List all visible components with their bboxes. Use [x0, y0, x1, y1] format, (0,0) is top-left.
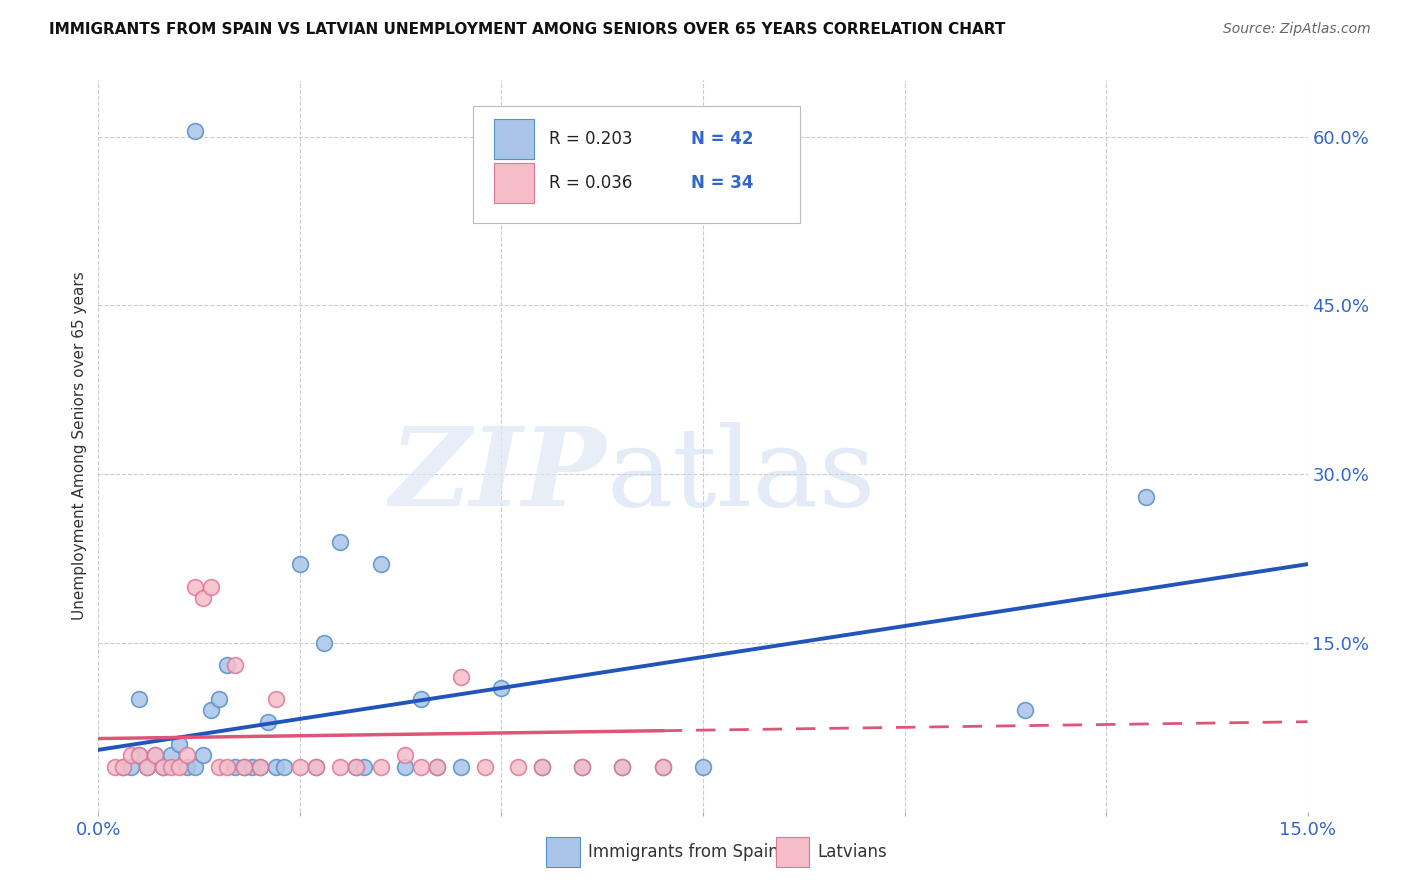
FancyBboxPatch shape: [494, 162, 534, 202]
Point: [217, 760, 239, 774]
Text: N = 34: N = 34: [690, 174, 754, 192]
Point: [370, 557, 392, 571]
Point: [314, 636, 336, 650]
Point: [184, 760, 207, 774]
Point: [612, 760, 634, 774]
Point: [394, 760, 416, 774]
Point: [288, 557, 311, 571]
Point: [111, 760, 134, 774]
Point: [506, 760, 529, 774]
Point: [264, 760, 287, 774]
Text: R = 0.203: R = 0.203: [550, 130, 633, 148]
Point: [217, 658, 239, 673]
Point: [200, 703, 222, 717]
Point: [1014, 703, 1036, 717]
Point: [249, 760, 271, 774]
Point: [474, 760, 496, 774]
Point: [120, 760, 142, 774]
Point: [305, 760, 328, 774]
Point: [305, 760, 328, 774]
Point: [176, 760, 198, 774]
Point: [232, 760, 254, 774]
Point: [160, 748, 183, 763]
Point: [184, 580, 207, 594]
Point: [288, 760, 311, 774]
Point: [232, 760, 254, 774]
FancyBboxPatch shape: [474, 106, 800, 223]
Point: [111, 760, 134, 774]
FancyBboxPatch shape: [494, 119, 534, 159]
Point: [193, 591, 215, 605]
Point: [530, 760, 553, 774]
Text: atlas: atlas: [606, 422, 876, 529]
Point: [240, 760, 263, 774]
Point: [224, 760, 246, 774]
Point: [143, 748, 166, 763]
Point: [651, 760, 673, 774]
Y-axis label: Unemployment Among Seniors over 65 years: Unemployment Among Seniors over 65 years: [72, 272, 87, 620]
Point: [353, 760, 375, 774]
FancyBboxPatch shape: [546, 838, 579, 867]
Point: [344, 760, 367, 774]
Point: [409, 692, 432, 706]
Text: R = 0.036: R = 0.036: [550, 174, 633, 192]
FancyBboxPatch shape: [776, 838, 810, 867]
Text: Source: ZipAtlas.com: Source: ZipAtlas.com: [1223, 22, 1371, 37]
Point: [651, 760, 673, 774]
Point: [256, 714, 278, 729]
Point: [264, 692, 287, 706]
Text: Immigrants from Spain: Immigrants from Spain: [588, 843, 779, 861]
Point: [128, 748, 150, 763]
Text: N = 42: N = 42: [690, 130, 754, 148]
Point: [143, 748, 166, 763]
Text: ZIP: ZIP: [389, 422, 606, 529]
Point: [200, 580, 222, 594]
Point: [167, 760, 190, 774]
Point: [426, 760, 449, 774]
Point: [571, 760, 593, 774]
Point: [135, 760, 157, 774]
Point: [128, 692, 150, 706]
Point: [612, 760, 634, 774]
Point: [370, 760, 392, 774]
Point: [273, 760, 295, 774]
Point: [224, 658, 246, 673]
Point: [571, 760, 593, 774]
Point: [426, 760, 449, 774]
Point: [152, 760, 174, 774]
Point: [167, 737, 190, 751]
Point: [329, 534, 352, 549]
Point: [160, 760, 183, 774]
Point: [692, 760, 714, 774]
Point: [249, 760, 271, 774]
Point: [329, 760, 352, 774]
Point: [409, 760, 432, 774]
Point: [176, 748, 198, 763]
Point: [491, 681, 513, 695]
Text: IMMIGRANTS FROM SPAIN VS LATVIAN UNEMPLOYMENT AMONG SENIORS OVER 65 YEARS CORREL: IMMIGRANTS FROM SPAIN VS LATVIAN UNEMPLO…: [49, 22, 1005, 37]
Point: [103, 760, 125, 774]
Point: [135, 760, 157, 774]
Point: [128, 748, 150, 763]
Point: [184, 124, 207, 138]
Point: [193, 748, 215, 763]
Point: [450, 760, 472, 774]
Point: [450, 670, 472, 684]
Point: [152, 760, 174, 774]
Text: Latvians: Latvians: [818, 843, 887, 861]
Point: [208, 692, 231, 706]
Point: [120, 748, 142, 763]
Point: [530, 760, 553, 774]
Point: [208, 760, 231, 774]
Point: [1135, 490, 1157, 504]
Point: [344, 760, 367, 774]
Point: [394, 748, 416, 763]
